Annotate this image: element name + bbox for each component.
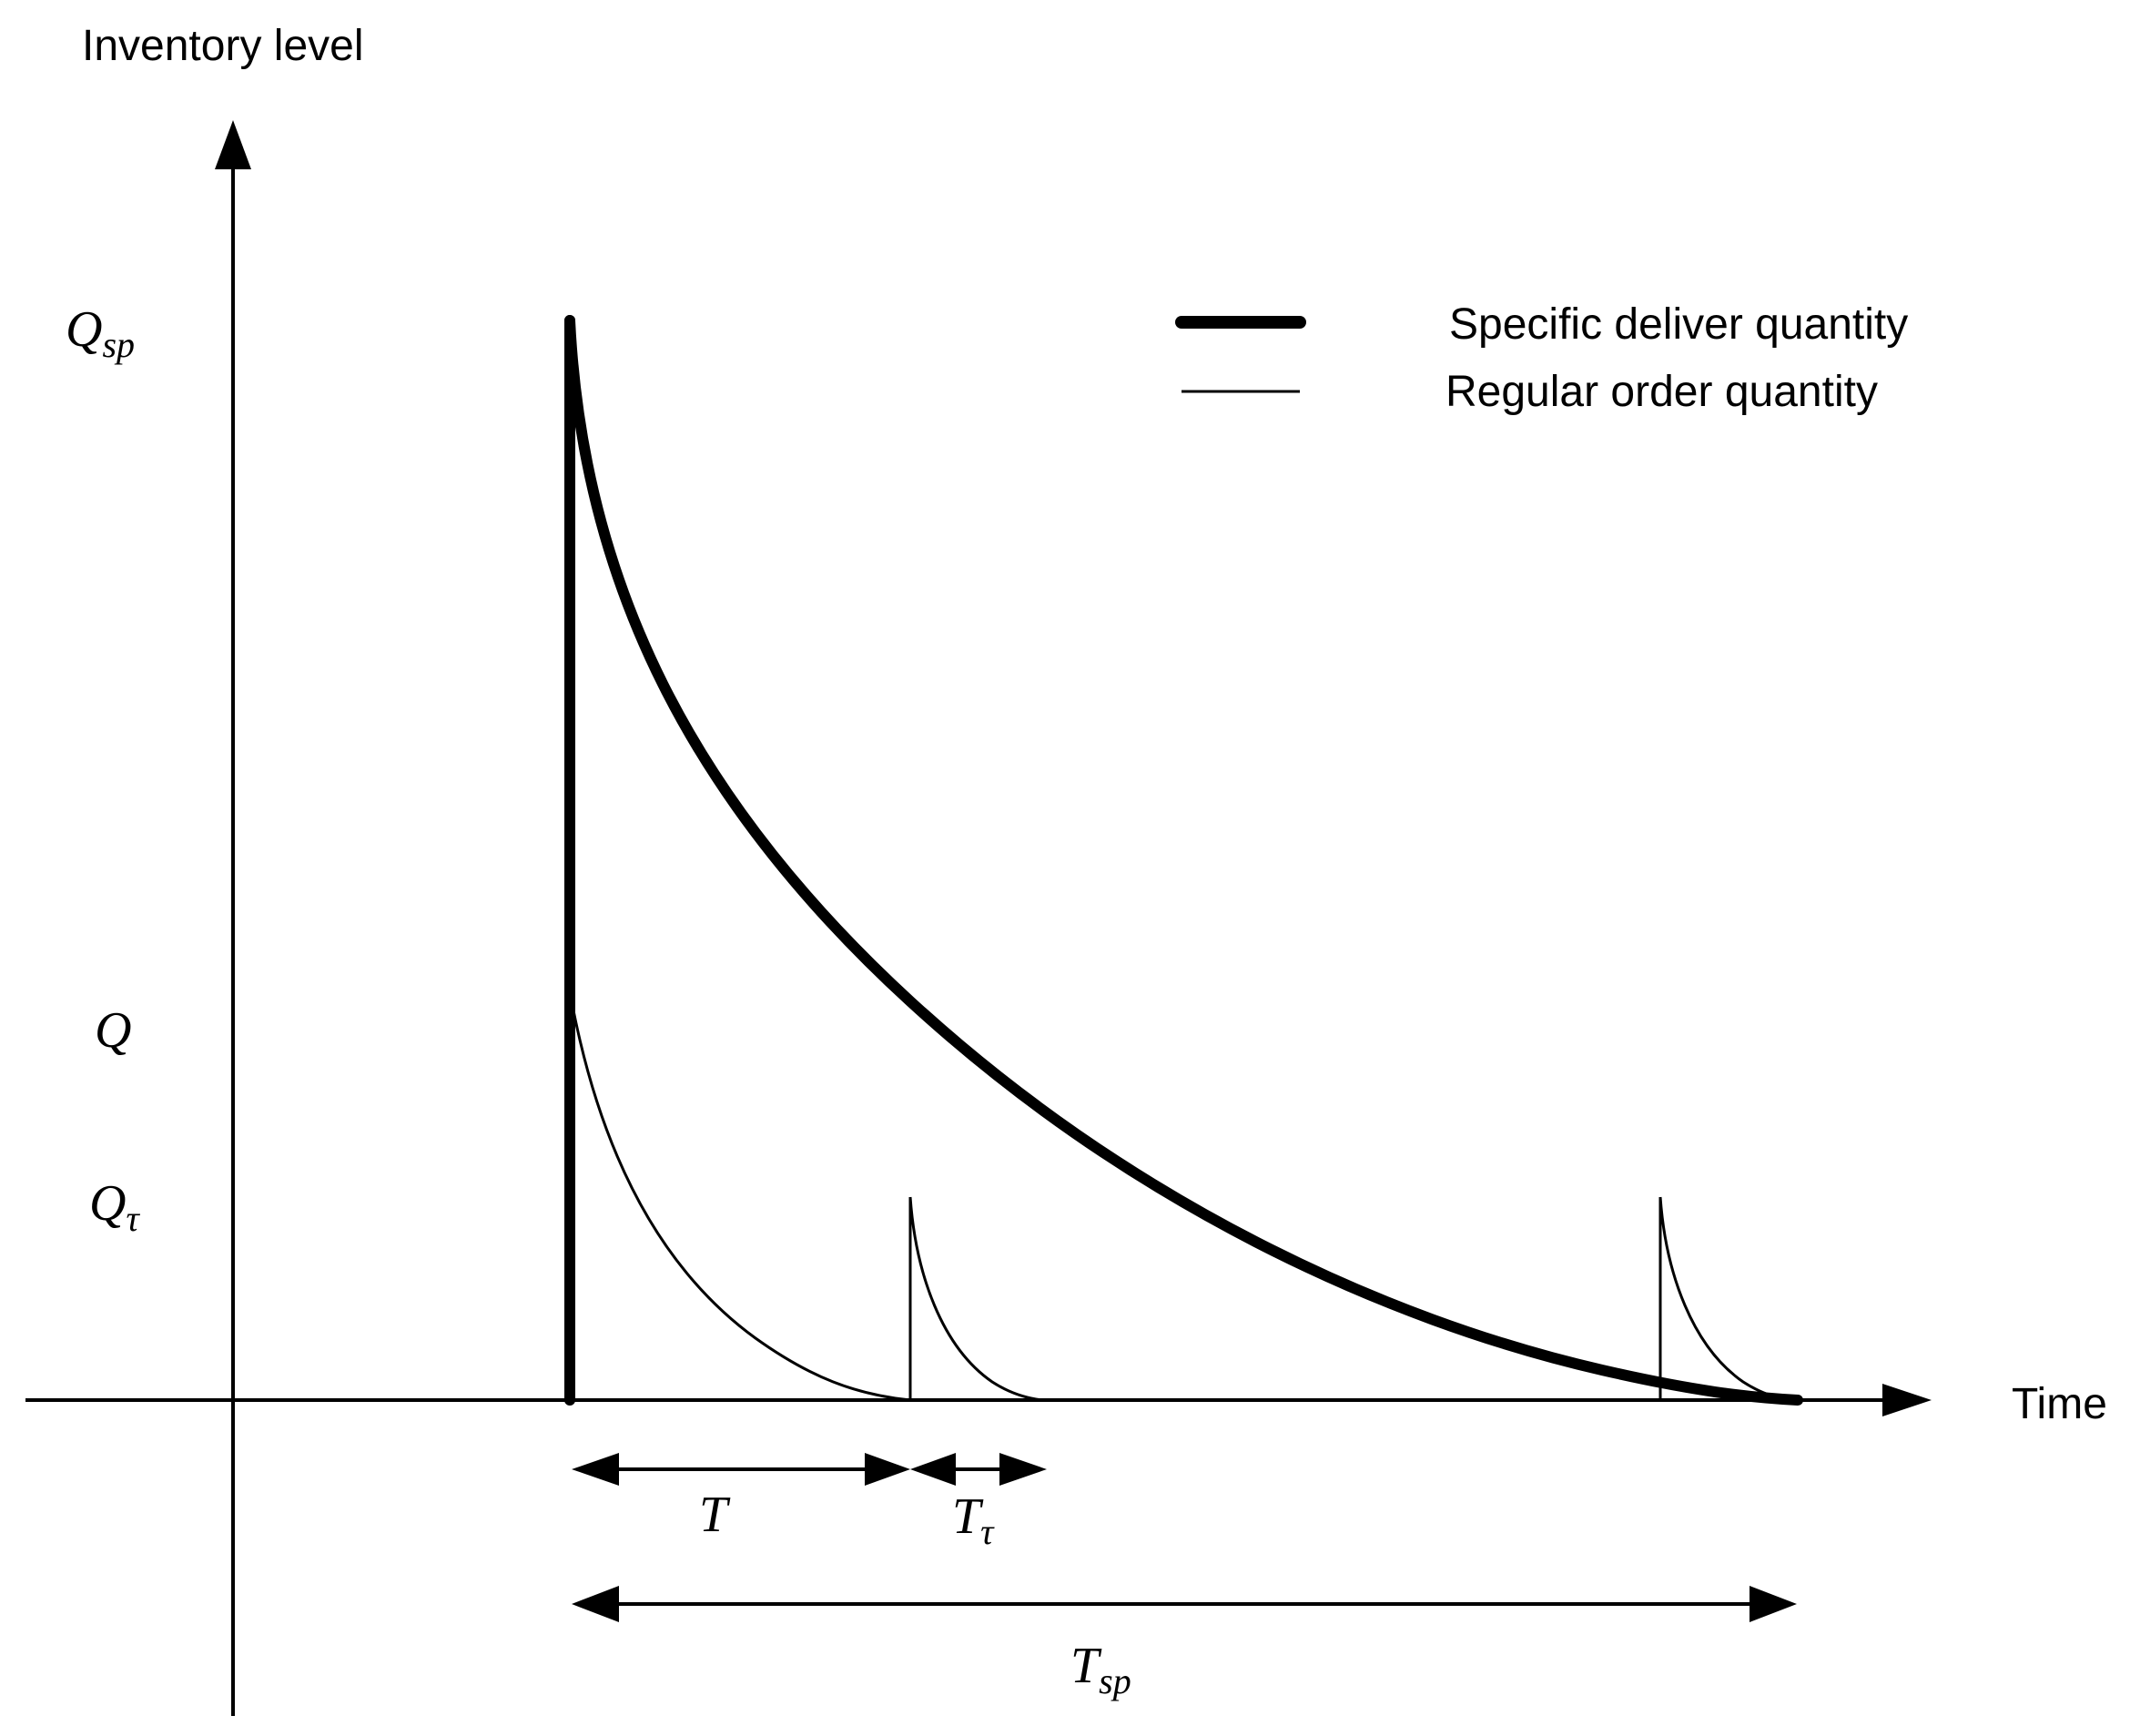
interval-t-tau-right-arrow [999, 1453, 1047, 1486]
y-label-q: Q [95, 1002, 131, 1059]
interval-t-label: T [699, 1487, 731, 1543]
specific-delivery-decay [564, 315, 1803, 1406]
regular-cycle-1 [572, 1010, 911, 1402]
y-label-q-tau: Qτ [89, 1175, 140, 1239]
interval-t-left-arrow [572, 1453, 619, 1486]
legend-regular-label: Regular order quantity [1445, 368, 1878, 416]
legend: Specific deliver quantity Regular order … [1175, 300, 1908, 416]
y-label-q-sp: Qsp [66, 301, 135, 365]
interval-t-sp-label: Tsp [1070, 1638, 1131, 1701]
interval-t-sp-left-arrow [572, 1586, 619, 1622]
regular-cycle-2 [908, 1196, 1043, 1402]
x-axis-arrowhead [1882, 1384, 1932, 1416]
y-axis-label: Inventory level [82, 22, 364, 70]
interval-t-right-arrow [865, 1453, 910, 1486]
regular-order-curves [572, 1010, 1792, 1402]
interval-markers [572, 1453, 1797, 1622]
legend-specific-label: Specific deliver quantity [1449, 300, 1908, 349]
interval-t-tau-left-arrow [910, 1453, 956, 1486]
x-axis-label: Time [2012, 1380, 2107, 1428]
specific-delivery-curve [564, 315, 1803, 1406]
y-axis-arrowhead [215, 120, 251, 169]
regular-cycle-3 [1658, 1196, 1792, 1402]
interval-t-tau-label: Tτ [952, 1488, 995, 1552]
interval-t-sp-right-arrow [1750, 1586, 1797, 1622]
